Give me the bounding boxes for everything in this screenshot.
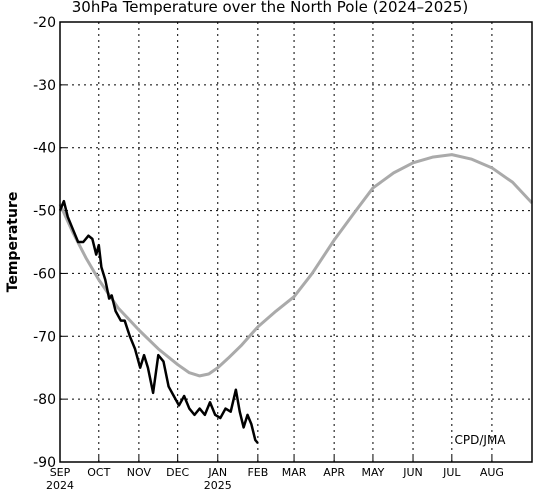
x-tick-label: APR [323, 466, 345, 479]
y-tick-label: -90 [33, 455, 56, 471]
x-tick-label: SEP [50, 466, 71, 479]
y-tick-label: -40 [33, 141, 56, 157]
annotation: CPD/JMA [455, 433, 507, 447]
x-tick-label: MAR [282, 466, 307, 479]
x-tick-label: MAY [361, 466, 384, 479]
x-tick-label: JUL [442, 466, 461, 479]
line-series [58, 153, 534, 378]
chart-title: 30hPa Temperature over the North Pole (2… [72, 0, 468, 16]
x-tick-label: DEC [166, 466, 189, 479]
y-tick-label: -20 [33, 15, 56, 31]
line-series [58, 199, 259, 444]
y-tick-label: -60 [33, 266, 56, 282]
y-tick-label: -70 [33, 329, 56, 345]
year-label: 2025 [204, 479, 232, 492]
plot-frame [59, 21, 533, 463]
x-tick-label: AUG [480, 466, 504, 479]
y-tick-label: -30 [33, 78, 56, 94]
year-label: 2024 [46, 479, 74, 492]
x-tick-label: FEB [247, 466, 268, 479]
x-tick-label: JAN [207, 466, 227, 479]
y-tick-label: -80 [33, 392, 56, 408]
y-tick-label: -50 [33, 204, 56, 220]
y-axis-label: Temperature [5, 192, 21, 293]
x-tick-label: OCT [87, 466, 110, 479]
x-tick-label: NOV [127, 466, 152, 479]
x-tick-label: JUN [402, 466, 423, 479]
